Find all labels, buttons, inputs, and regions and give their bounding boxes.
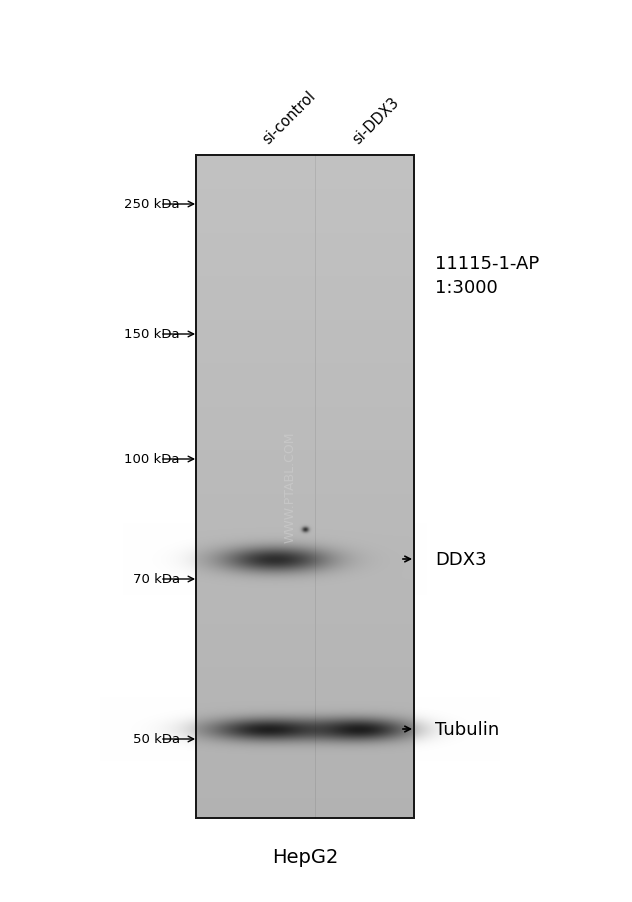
- Text: DDX3: DDX3: [435, 550, 487, 568]
- Text: 150 kDa: 150 kDa: [125, 328, 180, 341]
- Text: HepG2: HepG2: [272, 848, 338, 867]
- Text: 11115-1-AP
1:3000: 11115-1-AP 1:3000: [435, 254, 539, 296]
- Text: 70 kDa: 70 kDa: [133, 573, 180, 586]
- Text: 100 kDa: 100 kDa: [125, 453, 180, 466]
- Text: si-DDX3: si-DDX3: [349, 95, 401, 147]
- Text: 50 kDa: 50 kDa: [133, 732, 180, 746]
- Text: si-control: si-control: [259, 88, 318, 147]
- Text: Tubulin: Tubulin: [435, 720, 499, 738]
- Text: 250 kDa: 250 kDa: [125, 198, 180, 211]
- Text: WWW.PTABL.COM: WWW.PTABL.COM: [284, 431, 296, 543]
